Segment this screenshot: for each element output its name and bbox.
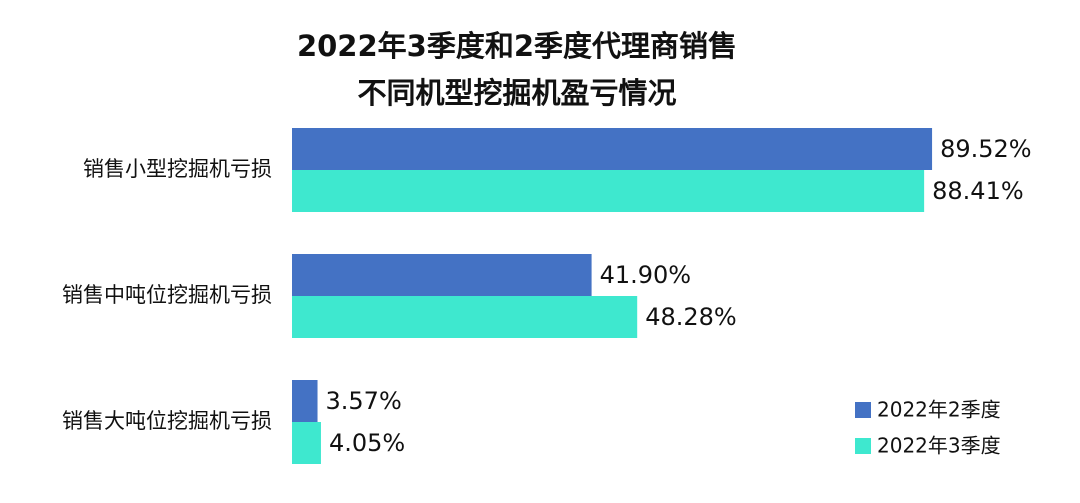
- bar: [292, 128, 933, 170]
- bar: [292, 380, 318, 422]
- category-label: 销售大吨位挖掘机亏损: [62, 409, 272, 433]
- chart-title: 不同机型挖掘机盈亏情况: [357, 76, 676, 110]
- value-label: 88.41%: [932, 177, 1024, 205]
- legend-label: 2022年2季度: [877, 398, 1001, 422]
- category-label: 销售小型挖掘机亏损: [83, 157, 272, 181]
- value-label: 48.28%: [645, 303, 737, 331]
- bar: [292, 422, 321, 464]
- value-label: 4.05%: [329, 429, 405, 457]
- bar: [292, 296, 638, 338]
- bar: [292, 254, 592, 296]
- value-label: 89.52%: [940, 135, 1032, 163]
- category-label: 销售中吨位挖掘机亏损: [62, 283, 272, 307]
- legend-label: 2022年3季度: [877, 434, 1001, 458]
- bar: [292, 170, 925, 212]
- legend-swatch: [855, 438, 871, 454]
- chart-title: 2022年3季度和2季度代理商销售: [297, 29, 737, 63]
- value-label: 3.57%: [326, 387, 402, 415]
- value-label: 41.90%: [600, 261, 692, 289]
- legend-swatch: [855, 402, 871, 418]
